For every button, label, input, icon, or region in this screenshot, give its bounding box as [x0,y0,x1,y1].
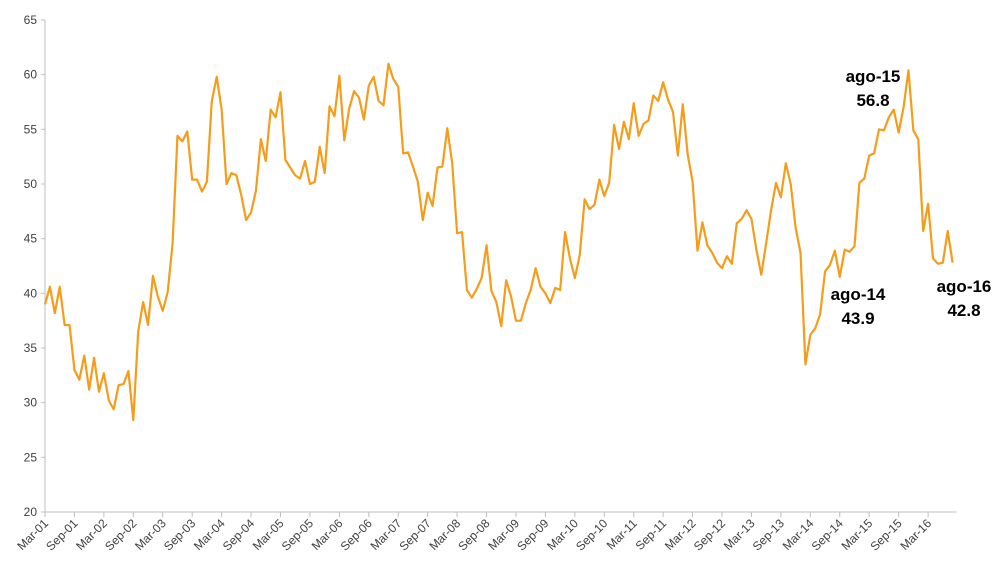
x-tick-label: Sep-13 [750,516,787,553]
x-tick-label: Sep-12 [691,516,728,553]
x-tick-label: Sep-08 [455,516,492,553]
y-tick-label: 55 [24,122,38,136]
x-tick-label: Mar-11 [604,516,640,552]
y-tick-label: 25 [24,450,38,464]
y-tick-label: 65 [24,13,38,27]
annotation-value: 56.8 [856,91,889,110]
x-tick-label: Sep-09 [514,516,551,553]
x-tick-label: Sep-03 [161,516,198,553]
y-tick-label: 50 [24,177,38,191]
y-tick-label: 30 [24,396,38,410]
x-tick-label: Sep-05 [279,516,316,553]
x-tick-label: Sep-11 [633,516,670,553]
x-tick-label: Sep-10 [573,516,610,553]
annotation-label: ago-15 [846,67,901,86]
x-tick-label: Sep-02 [102,516,139,553]
x-tick-label: Mar-16 [897,516,934,553]
x-tick-label: Sep-15 [867,516,904,553]
annotation-label: ago-14 [831,285,886,304]
x-tick-label: Sep-14 [809,516,846,553]
y-tick-label: 60 [24,68,38,82]
y-tick-label: 20 [24,505,38,519]
annotation-label: ago-16 [937,277,992,296]
x-tick-label: Sep-01 [43,516,80,553]
y-tick-label: 35 [24,341,38,355]
x-tick-label: Sep-04 [220,516,257,553]
y-tick-label: 40 [24,286,38,300]
x-tick-label: Sep-07 [397,516,434,553]
y-tick-label: 45 [24,232,38,246]
annotation-value: 43.9 [841,309,874,328]
annotation-value: 42.8 [947,301,980,320]
data-line [43,62,954,422]
x-tick-label: Sep-06 [338,516,375,553]
